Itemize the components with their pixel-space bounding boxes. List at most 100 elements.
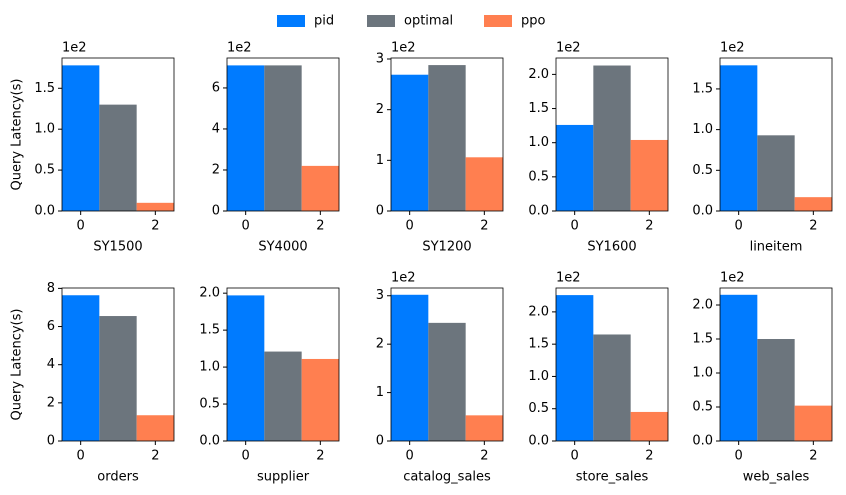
bar [391, 74, 429, 212]
x-axis-label: lineitem [750, 240, 803, 255]
bar [794, 405, 832, 441]
x-axis-label: web_sales [743, 470, 810, 485]
bar [720, 294, 758, 441]
y-offset-label: 1e2 [391, 271, 416, 286]
bar [465, 415, 503, 441]
y-tick-label: 0.5 [692, 400, 713, 415]
x-tick-label: 0 [406, 449, 414, 464]
y-tick-label: 1 [376, 153, 384, 168]
y-tick-label: 2.0 [528, 67, 549, 82]
x-tick-label: 2 [480, 449, 488, 464]
y-tick-label: 1.5 [692, 81, 713, 96]
bar [465, 157, 503, 211]
y-tick-label: 0.0 [199, 434, 220, 449]
bar [556, 124, 594, 211]
axes-frame [719, 287, 833, 442]
axes-frame [390, 57, 504, 212]
y-tick-label: 2.0 [528, 304, 549, 319]
y-tick-label: 0 [376, 204, 384, 219]
y-tick-label: 0.5 [692, 163, 713, 178]
y-tick-label: 3 [376, 288, 384, 303]
bar [227, 295, 265, 441]
y-tick-label: 0.0 [528, 204, 549, 219]
y-tick-label: 2 [376, 337, 384, 352]
bar [630, 139, 668, 211]
bar [428, 65, 466, 211]
y-tick-label: 6 [212, 80, 220, 95]
bar [593, 334, 631, 441]
bar [136, 415, 174, 441]
x-tick-label: 2 [809, 449, 817, 464]
y-offset-label: 1e2 [556, 271, 581, 286]
y-axis-label: Query Latency(s) [10, 79, 25, 191]
y-tick-label: 1.5 [528, 337, 549, 352]
x-axis-label: orders [97, 470, 139, 485]
bar [301, 165, 339, 211]
axes-frame [226, 287, 340, 442]
bar [264, 351, 302, 441]
y-tick-label: 1.0 [528, 369, 549, 384]
y-tick-label: 0.5 [528, 401, 549, 416]
bar [301, 358, 339, 441]
bar [720, 65, 758, 212]
x-tick-label: 0 [571, 219, 579, 234]
y-tick-label: 0.5 [528, 169, 549, 184]
y-tick-label: 0 [47, 434, 55, 449]
y-tick-label: 1.0 [692, 366, 713, 381]
y-tick-label: 1.5 [528, 101, 549, 116]
y-tick-label: 1 [376, 385, 384, 400]
y-offset-label: 1e2 [62, 41, 87, 56]
x-tick-label: 0 [77, 219, 85, 234]
y-tick-label: 8 [47, 281, 55, 296]
bar [136, 202, 174, 211]
x-tick-label: 2 [316, 449, 324, 464]
bar [593, 65, 631, 211]
y-tick-label: 0.0 [34, 204, 55, 219]
x-axis-label: supplier [257, 470, 310, 485]
x-tick-label: 0 [406, 219, 414, 234]
x-tick-label: 0 [571, 449, 579, 464]
bar [264, 65, 302, 211]
y-axis-label: Query Latency(s) [10, 309, 25, 421]
x-tick-label: 2 [316, 219, 324, 234]
y-tick-label: 0.0 [528, 434, 549, 449]
x-axis-label: SY1500 [93, 240, 142, 255]
y-tick-label: 1.0 [692, 122, 713, 137]
y-tick-label: 2.0 [692, 298, 713, 313]
y-tick-label: 2 [212, 162, 220, 177]
legend-label: ppo [521, 14, 546, 29]
y-tick-label: 0.0 [692, 204, 713, 219]
y-tick-label: 0 [212, 204, 220, 219]
y-tick-label: 0 [376, 434, 384, 449]
legend-label: pid [314, 14, 334, 29]
x-tick-label: 0 [735, 449, 743, 464]
y-tick-label: 0.5 [34, 163, 55, 178]
x-tick-label: 2 [151, 449, 159, 464]
bar [757, 339, 795, 441]
y-tick-label: 1.0 [528, 135, 549, 150]
legend-swatch [367, 15, 395, 27]
axes-frame [719, 57, 833, 212]
y-offset-label: 1e2 [556, 41, 581, 56]
x-tick-label: 2 [480, 219, 488, 234]
y-tick-label: 0.0 [692, 434, 713, 449]
y-tick-label: 1.0 [34, 122, 55, 137]
x-axis-label: SY1200 [422, 240, 471, 255]
y-tick-label: 1.5 [199, 323, 220, 338]
x-axis-label: SY4000 [258, 240, 307, 255]
y-tick-label: 1.5 [692, 332, 713, 347]
bar [227, 65, 265, 211]
bar [99, 104, 137, 211]
y-tick-label: 3 [376, 52, 384, 67]
x-tick-label: 2 [151, 219, 159, 234]
axes-frame [61, 57, 175, 212]
bar [556, 295, 594, 441]
y-offset-label: 1e2 [720, 41, 745, 56]
x-axis-label: store_sales [576, 470, 649, 485]
bar [62, 65, 100, 211]
x-tick-label: 0 [77, 449, 85, 464]
bar [794, 197, 832, 211]
x-axis-label: catalog_sales [403, 470, 491, 485]
y-tick-label: 2.0 [199, 286, 220, 301]
x-tick-label: 2 [809, 219, 817, 234]
